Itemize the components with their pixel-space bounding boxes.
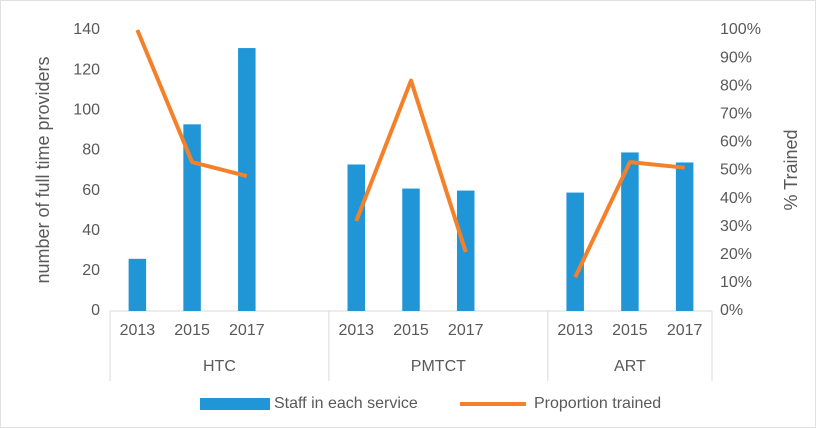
- x-tick-label: 2013: [338, 322, 374, 339]
- y2-tick-label: 60%: [720, 134, 752, 151]
- legend-swatch: [200, 398, 270, 410]
- y2-tick-label: 100%: [720, 21, 761, 38]
- y-axis-label: number of full time providers: [33, 56, 53, 283]
- bar: [566, 192, 584, 311]
- bar: [183, 124, 201, 311]
- y2-tick-label: 70%: [720, 106, 752, 123]
- y-tick-label: 40: [82, 222, 100, 239]
- y-tick-label: 0: [91, 302, 100, 319]
- y-tick-label: 80: [82, 142, 100, 159]
- legend-label: Staff in each service: [274, 395, 418, 412]
- y2-tick-label: 80%: [720, 77, 752, 94]
- y2-tick-label: 0%: [720, 302, 743, 319]
- bar: [347, 164, 366, 311]
- y2-axis-label: % Trained: [781, 129, 801, 210]
- group-label: PMTCT: [411, 358, 466, 375]
- x-tick-label: 2015: [393, 322, 429, 339]
- x-tick-label: 2017: [229, 322, 265, 339]
- y2-tick-label: 30%: [720, 218, 752, 235]
- legend-label: Proportion trained: [534, 395, 661, 412]
- y2-tick-label: 20%: [720, 246, 752, 263]
- y2-tick-label: 10%: [720, 274, 752, 291]
- x-tick-label: 2015: [612, 322, 648, 339]
- y-tick-label: 60: [82, 182, 100, 199]
- x-tick-label: 2017: [448, 322, 484, 339]
- y-tick-label: 140: [73, 21, 100, 38]
- bar: [128, 258, 147, 311]
- x-tick-label: 2017: [667, 322, 703, 339]
- bar: [238, 48, 256, 312]
- group-label: ART: [614, 358, 646, 375]
- bar: [621, 152, 639, 311]
- y-tick-label: 120: [73, 61, 100, 78]
- y2-tick-label: 50%: [720, 162, 752, 179]
- bar: [675, 162, 694, 311]
- bar: [402, 188, 420, 311]
- x-tick-label: 2015: [174, 322, 210, 339]
- x-tick-label: 2013: [557, 322, 593, 339]
- y-tick-label: 20: [82, 262, 100, 279]
- y-tick-label: 100: [73, 102, 100, 119]
- line: [135, 29, 685, 279]
- group-label: HTC: [203, 358, 236, 375]
- x-tick-label: 2013: [120, 322, 156, 339]
- y2-tick-label: 40%: [720, 190, 752, 207]
- y2-tick-label: 90%: [720, 49, 752, 66]
